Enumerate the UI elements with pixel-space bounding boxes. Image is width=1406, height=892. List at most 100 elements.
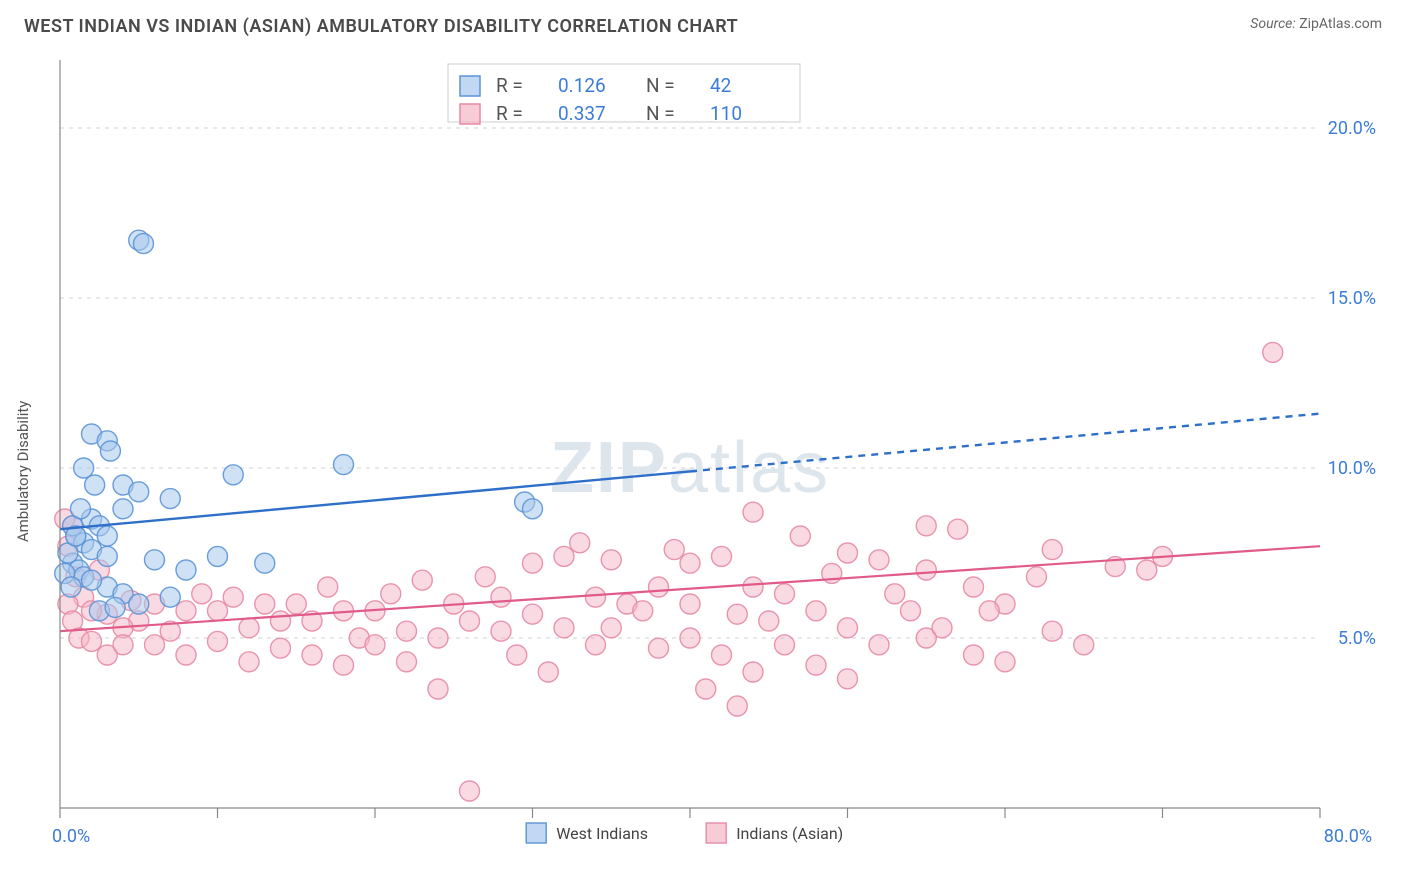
data-point <box>271 611 291 631</box>
data-point <box>790 526 810 546</box>
data-point <box>523 553 543 573</box>
data-point <box>1074 635 1094 655</box>
data-point <box>397 621 417 641</box>
data-point <box>523 604 543 624</box>
data-point <box>1027 567 1047 587</box>
data-point <box>223 587 243 607</box>
data-point <box>113 635 133 655</box>
data-point <box>916 560 936 580</box>
series-indians_asian <box>55 342 1283 801</box>
data-point <box>491 587 511 607</box>
data-point <box>838 543 858 563</box>
source-value: ZipAtlas.com <box>1299 16 1382 32</box>
data-point <box>145 550 165 570</box>
data-point <box>223 465 243 485</box>
data-point <box>554 546 574 566</box>
data-point <box>100 441 120 461</box>
data-point <box>570 533 590 553</box>
data-point <box>113 499 133 519</box>
data-point <box>775 584 795 604</box>
data-point <box>491 621 511 641</box>
data-point <box>916 516 936 536</box>
data-point <box>507 645 527 665</box>
data-point <box>727 696 747 716</box>
data-point <box>334 455 354 475</box>
data-point <box>1042 621 1062 641</box>
data-point <box>318 577 338 597</box>
data-point <box>82 570 102 590</box>
data-point <box>460 611 480 631</box>
chart-header: WEST INDIAN VS INDIAN (ASIAN) AMBULATORY… <box>0 0 1406 45</box>
bottom-legend-label: West Indians <box>556 824 648 843</box>
y-tick-label: 5.0% <box>1338 628 1376 649</box>
data-point <box>680 594 700 614</box>
data-point <box>381 584 401 604</box>
y-axis-label: Ambulatory Disability <box>14 401 32 543</box>
x-tick-label-left: 0.0% <box>52 826 90 847</box>
data-point <box>901 601 921 621</box>
data-point <box>176 645 196 665</box>
data-point <box>601 550 621 570</box>
data-point <box>759 611 779 631</box>
data-point <box>680 553 700 573</box>
legend-r-label: R = <box>496 74 523 97</box>
series-west_indians <box>55 230 543 621</box>
data-point <box>727 604 747 624</box>
data-point <box>948 519 968 539</box>
data-point <box>1137 560 1157 580</box>
data-point <box>806 655 826 675</box>
data-point <box>105 597 125 617</box>
data-point <box>995 652 1015 672</box>
data-point <box>129 482 149 502</box>
data-point <box>633 601 653 621</box>
data-point <box>586 635 606 655</box>
legend-swatch <box>460 104 480 124</box>
data-point <box>712 546 732 566</box>
data-point <box>649 577 669 597</box>
legend-swatch <box>460 76 480 96</box>
chart-container: 5.0%10.0%15.0%20.0%ZIPatlas0.0%80.0%Ambu… <box>0 48 1406 874</box>
chart-title: WEST INDIAN VS INDIAN (ASIAN) AMBULATORY… <box>24 16 738 37</box>
data-point <box>869 635 889 655</box>
data-point <box>743 662 763 682</box>
legend-n-label: N = <box>646 74 675 97</box>
data-point <box>838 618 858 638</box>
data-point <box>1042 540 1062 560</box>
data-point <box>302 645 322 665</box>
data-point <box>271 638 291 658</box>
source-credit: Source: ZipAtlas.com <box>1250 16 1382 32</box>
y-tick-label: 20.0% <box>1328 118 1376 139</box>
data-point <box>932 618 952 638</box>
data-point <box>964 645 984 665</box>
source-label: Source: <box>1250 16 1295 32</box>
data-point <box>428 679 448 699</box>
data-point <box>964 577 984 597</box>
stats-legend: R =0.126N =42R =0.337N =110 <box>448 64 800 125</box>
data-point <box>1263 342 1283 362</box>
data-point <box>145 635 165 655</box>
data-point <box>397 652 417 672</box>
data-point <box>176 601 196 621</box>
data-point <box>838 669 858 689</box>
data-point <box>97 526 117 546</box>
x-tick-label-right: 80.0% <box>1324 826 1372 847</box>
bottom-legend-swatch <box>706 823 726 843</box>
y-tick-label: 10.0% <box>1328 458 1376 479</box>
data-point <box>133 234 153 254</box>
data-point <box>523 499 543 519</box>
data-point <box>806 601 826 621</box>
data-point <box>680 628 700 648</box>
data-point <box>129 594 149 614</box>
data-point <box>460 781 480 801</box>
data-point <box>696 679 716 699</box>
data-point <box>208 601 228 621</box>
data-point <box>412 570 432 590</box>
data-point <box>586 587 606 607</box>
y-tick-label: 15.0% <box>1328 288 1376 309</box>
data-point <box>743 577 763 597</box>
data-point <box>255 553 275 573</box>
data-point <box>649 638 669 658</box>
data-point <box>365 635 385 655</box>
data-point <box>239 652 259 672</box>
data-point <box>743 502 763 522</box>
